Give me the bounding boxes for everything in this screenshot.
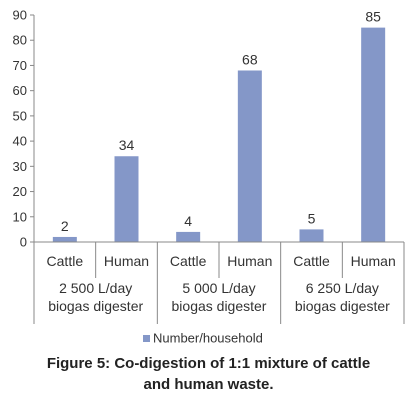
y-tick-label: 20 (13, 184, 27, 199)
bar (361, 27, 386, 242)
y-tick-label: 70 (13, 58, 27, 73)
bar (299, 229, 324, 242)
data-label: 85 (365, 9, 381, 25)
x-tick-label: Human (104, 253, 149, 269)
x-tick-label: Human (227, 253, 272, 269)
x-group-label: biogas digester (172, 298, 267, 314)
caption-line-1: Figure 5: Co-digestion of 1:1 mixture of… (46, 355, 371, 372)
legend-swatch (143, 335, 150, 342)
y-tick-label: 40 (13, 134, 27, 149)
x-tick-label: Cattle (170, 253, 207, 269)
x-tick-label: Cattle (47, 253, 84, 269)
y-tick-label: 90 (13, 8, 27, 23)
data-label: 2 (61, 218, 69, 234)
y-tick-label: 60 (13, 83, 27, 98)
bar (176, 231, 201, 242)
data-label: 68 (242, 51, 258, 67)
x-tick-label: Human (351, 253, 396, 269)
y-tick-label: 10 (13, 209, 27, 224)
x-tick-label: Cattle (293, 253, 330, 269)
caption-line-2: and human waste. (143, 376, 274, 393)
y-tick-label: 0 (20, 235, 27, 250)
x-group-label: 5 000 L/day (182, 280, 255, 296)
x-group-label: biogas digester (48, 298, 143, 314)
data-label: 34 (119, 137, 135, 153)
legend-label: Number/household (153, 331, 263, 346)
bar-chart: 0 10 20 30 40 50 60 70 80 90 2 34 4 68 5 85 Cattle Human C… (13, 8, 405, 346)
data-label: 5 (308, 210, 316, 226)
y-tick-label: 30 (13, 159, 27, 174)
x-group-label: 6 250 L/day (306, 280, 379, 296)
x-group-label: 2 500 L/day (59, 280, 132, 296)
bar (114, 156, 139, 242)
y-tick-label: 50 (13, 108, 27, 123)
data-label: 4 (184, 213, 192, 229)
bar (237, 70, 262, 242)
bar (52, 236, 77, 242)
figure-caption: Figure 5: Co-digestion of 1:1 mixture of… (0, 353, 417, 395)
x-group-label: biogas digester (295, 298, 390, 314)
y-tick-label: 80 (13, 33, 27, 48)
